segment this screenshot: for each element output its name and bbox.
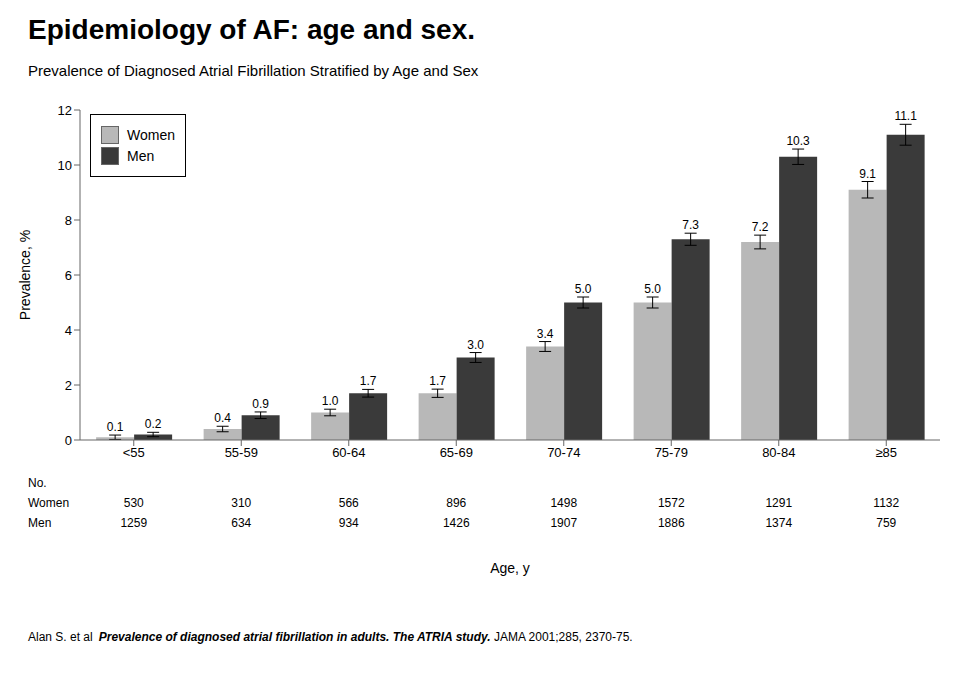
html-text:310: 310 [231,496,252,510]
svg-text:4: 4 [65,323,72,338]
html-text:1374: 1374 [765,516,793,530]
svg-text:70-74: 70-74 [547,445,580,460]
html-text:934: 934 [338,516,359,530]
html-text:Epidemiology of AF: age and se: Epidemiology of AF: age and sex. [28,14,475,45]
html-text:Women: Women [127,127,175,143]
svg-text:3.0: 3.0 [467,338,484,352]
svg-text:5.0: 5.0 [575,282,592,296]
html-text:Women: Women [28,496,70,510]
svg-text:0.1: 0.1 [107,420,124,434]
svg-text:55-59: 55-59 [225,445,258,460]
html-text:1291: 1291 [765,496,793,510]
svg-text:3.4: 3.4 [537,327,554,341]
html-text:1907: 1907 [550,516,578,530]
html-text:1132: 1132 [873,496,900,510]
html-text:Men: Men [127,148,155,164]
svg-text:0: 0 [65,433,72,448]
html-text:566: 566 [338,496,359,510]
html-text:Alan S. et al: Alan S. et al [28,630,93,644]
svg-text:80-84: 80-84 [762,445,795,460]
svg-text:0.9: 0.9 [252,397,269,411]
svg-text:75-79: 75-79 [655,445,688,460]
html-text:896: 896 [446,496,467,510]
svg-text:7.2: 7.2 [752,220,769,234]
svg-text:9.1: 9.1 [859,167,876,181]
html-text:1426: 1426 [442,516,470,530]
html-text:634: 634 [231,516,252,530]
html-text:759: 759 [876,516,897,530]
svg-text:7.3: 7.3 [682,218,699,232]
svg-text:65-69: 65-69 [440,445,473,460]
html-text:Age, y: Age, y [490,560,530,576]
svg-text:5.0: 5.0 [644,282,661,296]
svg-text:11.1: 11.1 [894,109,917,123]
svg-text:<55: <55 [123,445,145,460]
svg-text:60-64: 60-64 [332,445,365,460]
html-text:Men: Men [28,516,52,530]
svg-text:6: 6 [65,268,72,283]
html-text:No.: No. [28,476,47,490]
svg-text:10.3: 10.3 [786,134,810,148]
svg-text:8: 8 [65,213,72,228]
svg-text:1.7: 1.7 [429,374,446,388]
html-text:Prevalence of Diagnosed Atrial: Prevalence of Diagnosed Atrial Fibrillat… [28,62,479,79]
html-text:1886: 1886 [657,516,685,530]
svg-text:1.7: 1.7 [360,374,377,388]
html-text:1259: 1259 [120,516,148,530]
html-text:Prevalence of diagnosed atrial: Prevalence of diagnosed atrial fibrillat… [98,630,633,644]
svg-text:≥85: ≥85 [875,445,897,460]
svg-text:Prevalence, %: Prevalence, % [17,230,33,320]
html-text:530: 530 [123,496,144,510]
svg-text:1.0: 1.0 [322,394,339,408]
svg-text:10: 10 [58,158,72,173]
html-text:1498: 1498 [550,496,578,510]
html-text:1572: 1572 [657,496,685,510]
svg-text:2: 2 [65,378,72,393]
svg-text:12: 12 [58,103,72,118]
svg-text:0.4: 0.4 [214,411,231,425]
svg-text:0.2: 0.2 [145,417,162,431]
